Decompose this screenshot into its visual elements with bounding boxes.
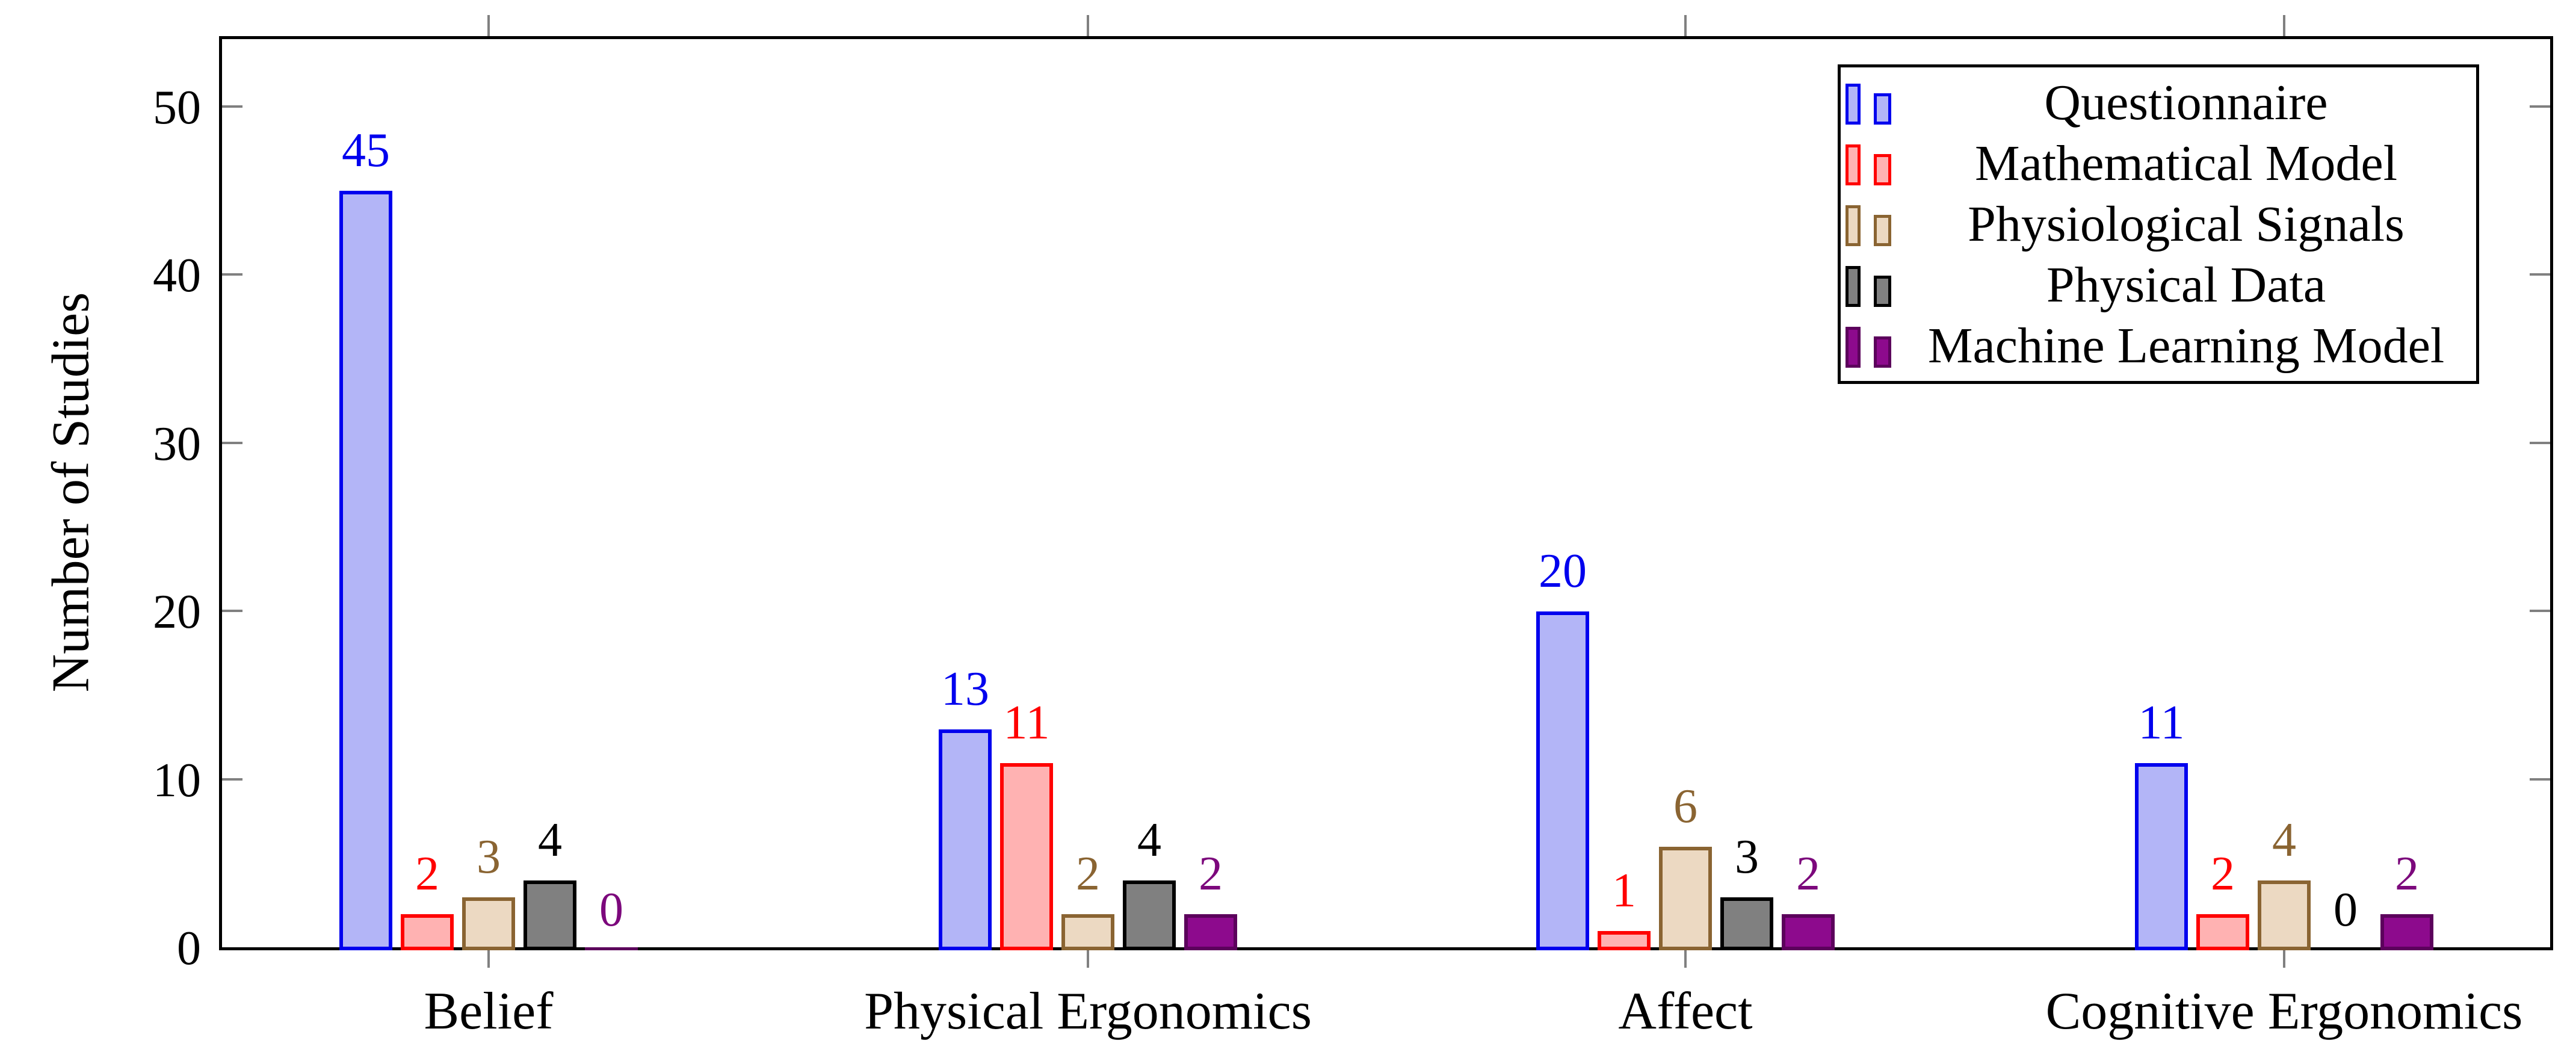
x-tick-mark-top: [1684, 15, 1687, 36]
legend-swatch: [1846, 81, 1900, 125]
value-label: 2: [415, 847, 439, 900]
value-label: 4: [1137, 814, 1161, 867]
bar-physical-data: [524, 880, 576, 950]
zero-bar-machine-learning-model: [585, 947, 638, 950]
bar-machine-learning-model: [1184, 914, 1237, 950]
legend-bar-icon: [1846, 144, 1861, 185]
bar-questionnaire: [2135, 763, 2188, 950]
legend-item-physiological-signals: Physiological Signals: [1841, 194, 2476, 255]
x-tick-mark-bottom: [487, 948, 490, 968]
x-tick-mark-top: [487, 15, 490, 36]
x-tick-mark-bottom: [2283, 948, 2285, 968]
y-tick-mark-left: [222, 273, 242, 276]
legend-item-machine-learning-model: Machine Learning Model: [1841, 315, 2476, 376]
value-label: 2: [1076, 847, 1100, 900]
y-tick-label: 40: [153, 249, 201, 302]
value-label: 2: [2211, 847, 2235, 900]
y-tick-mark-left: [222, 442, 242, 444]
category-label: Physical Ergonomics: [864, 982, 1312, 1041]
bar-machine-learning-model: [2380, 914, 2433, 950]
value-label: 11: [2138, 696, 2185, 749]
legend-label: Physical Data: [2046, 256, 2326, 313]
bar-physiological-signals: [2258, 880, 2311, 950]
value-label: 4: [2272, 814, 2296, 867]
bar-physical-data: [1720, 897, 1773, 950]
bar-mathematical-model: [2196, 914, 2249, 950]
bar-mathematical-model: [1000, 763, 1053, 950]
category-label: Affect: [1618, 982, 1753, 1041]
legend-bar-icon: [1874, 336, 1891, 368]
bar-physiological-signals: [462, 897, 515, 950]
bar-questionnaire: [1536, 611, 1589, 950]
bar-physiological-signals: [1659, 847, 1712, 950]
y-tick-label: 20: [153, 586, 201, 639]
y-tick-label: 30: [153, 418, 201, 471]
plot-area: 45 13 20 11 2 11 1 2 3 2 6 4 4 4 3 0 0 2 2 2 Questionnaire Ma…: [219, 15, 2553, 968]
y-tick-mark-right: [2530, 610, 2550, 612]
x-tick-mark-bottom: [1087, 948, 1089, 968]
bar-physiological-signals: [1061, 914, 1114, 950]
legend-label: Physiological Signals: [1968, 196, 2405, 252]
legend-swatch: [1846, 142, 1900, 185]
value-label: 3: [1735, 831, 1759, 883]
y-tick-mark-right: [2530, 778, 2550, 781]
y-tick-label: 50: [153, 81, 201, 134]
value-label: 4: [538, 814, 562, 867]
value-label: 11: [1003, 696, 1050, 749]
value-label: 3: [477, 831, 501, 883]
value-label: 0: [2334, 883, 2358, 936]
value-label: 2: [2395, 847, 2419, 900]
y-tick-mark-left: [222, 610, 242, 612]
bar-physical-data: [1123, 880, 1176, 950]
legend-bar-icon: [1846, 84, 1861, 125]
y-tick-mark-right: [2530, 442, 2550, 444]
bar-machine-learning-model: [1782, 914, 1835, 950]
y-tick-label: 10: [153, 754, 201, 807]
value-label: 1: [1612, 864, 1636, 917]
x-tick-mark-top: [2283, 15, 2285, 36]
legend-swatch: [1846, 324, 1900, 368]
y-tick-mark-left: [222, 778, 242, 781]
x-tick-mark-bottom: [1684, 948, 1687, 968]
legend-bar-icon: [1874, 276, 1891, 307]
y-tick-label: 0: [177, 922, 201, 975]
category-label: Belief: [424, 982, 554, 1041]
legend-item-mathematical-model: Mathematical Model: [1841, 133, 2476, 194]
x-tick-mark-top: [1087, 15, 1089, 36]
legend-label: Questionnaire: [2044, 74, 2328, 131]
value-label: 13: [941, 663, 989, 716]
y-tick-mark-right: [2530, 273, 2550, 276]
legend-bar-icon: [1874, 215, 1891, 246]
legend-swatch: [1846, 203, 1900, 246]
value-label: 45: [342, 124, 390, 177]
legend: Questionnaire Mathematical Model Physiolog…: [1838, 64, 2479, 384]
zero-bar-physical-data: [2319, 947, 2372, 950]
legend-bar-icon: [1846, 266, 1861, 307]
legend-bar-icon: [1846, 327, 1861, 368]
legend-bar-icon: [1846, 205, 1861, 246]
y-tick-mark-right: [2530, 105, 2550, 108]
legend-item-physical-data: Physical Data: [1841, 255, 2476, 315]
bar-questionnaire: [939, 729, 992, 950]
bar-mathematical-model: [401, 914, 454, 950]
legend-bar-icon: [1874, 93, 1891, 125]
value-label: 2: [1199, 847, 1223, 900]
legend-item-questionnaire: Questionnaire: [1841, 72, 2476, 133]
value-label: 2: [1796, 847, 1820, 900]
value-label: 0: [599, 883, 623, 936]
legend-swatch: [1846, 264, 1900, 307]
value-label: 20: [1539, 545, 1587, 598]
legend-label: Machine Learning Model: [1927, 317, 2445, 374]
y-tick-mark-left: [222, 105, 242, 108]
value-label: 6: [1673, 780, 1697, 833]
legend-label: Mathematical Model: [1974, 135, 2398, 191]
bar-mathematical-model: [1598, 931, 1651, 950]
bar-questionnaire: [339, 191, 392, 950]
legend-bar-icon: [1874, 154, 1891, 185]
category-label: Cognitive Ergonomics: [2045, 982, 2523, 1041]
